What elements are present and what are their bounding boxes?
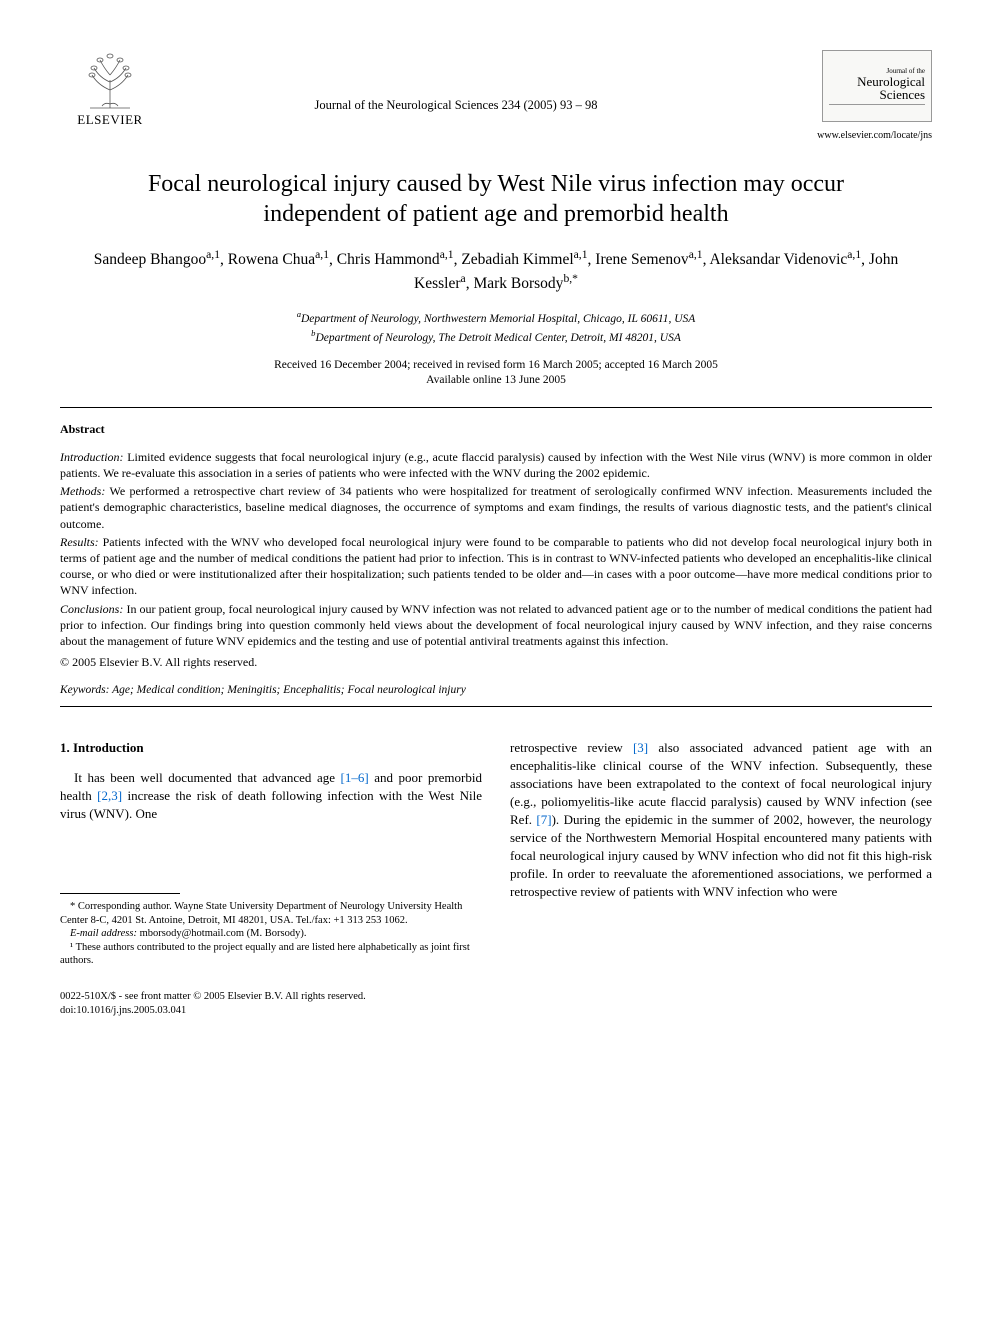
article-title: Focal neurological injury caused by West… <box>100 169 892 229</box>
journal-block: Journal of the Neurological Sciences www… <box>752 50 932 141</box>
abstract-conclusions: Conclusions: In our patient group, focal… <box>60 601 932 650</box>
abstract-copyright: © 2005 Elsevier B.V. All rights reserved… <box>60 655 932 670</box>
dates-line1: Received 16 December 2004; received in r… <box>60 358 932 374</box>
affiliation-b: bDepartment of Neurology, The Detroit Me… <box>60 328 932 346</box>
journal-name-line2: Sciences <box>880 88 925 101</box>
authors-list: Sandeep Bhangooa,1, Rowena Chuaa,1, Chri… <box>90 247 902 295</box>
rule-above-abstract <box>60 407 932 408</box>
intro-paragraph-col2: retrospective review [3] also associated… <box>510 739 932 900</box>
rule-below-keywords <box>60 706 932 707</box>
keywords: Keywords: Age; Medical condition; Mening… <box>60 684 932 696</box>
front-matter-line: 0022-510X/$ - see front matter © 2005 El… <box>60 990 482 1004</box>
affiliations: aDepartment of Neurology, Northwestern M… <box>60 309 932 346</box>
intro-paragraph-col1: It has been well documented that advance… <box>60 769 482 823</box>
affiliation-a: aDepartment of Neurology, Northwestern M… <box>60 309 932 327</box>
footnote-rule <box>60 893 180 894</box>
journal-cover-thumbnail: Journal of the Neurological Sciences <box>822 50 932 122</box>
page-footer: 0022-510X/$ - see front matter © 2005 El… <box>60 990 482 1017</box>
body-col2: retrospective review [3] also associated… <box>510 739 932 900</box>
abstract-heading: Abstract <box>60 422 932 437</box>
equal-contribution-footnote: ¹ These authors contributed to the proje… <box>60 941 482 968</box>
abstract-body: Introduction: Limited evidence suggests … <box>60 449 932 670</box>
journal-citation: Journal of the Neurological Sciences 234… <box>160 50 752 113</box>
publisher-logo-block: ELSEVIER <box>60 50 160 128</box>
elsevier-tree-icon <box>80 50 140 110</box>
body-two-column: 1. Introduction It has been well documen… <box>60 739 932 1017</box>
abstract-introduction: Introduction: Limited evidence suggests … <box>60 449 932 481</box>
dates-line2: Available online 13 June 2005 <box>60 373 932 389</box>
section-heading-introduction: 1. Introduction <box>60 739 482 757</box>
header: ELSEVIER Journal of the Neurological Sci… <box>60 50 932 141</box>
doi-line: doi:10.1016/j.jns.2005.03.041 <box>60 1004 482 1018</box>
journal-url[interactable]: www.elsevier.com/locate/jns <box>817 130 932 141</box>
article-dates: Received 16 December 2004; received in r… <box>60 358 932 389</box>
abstract-methods: Methods: We performed a retrospective ch… <box>60 483 932 532</box>
corresponding-author-footnote: * Corresponding author. Wayne State Univ… <box>60 900 482 927</box>
email-footnote: E-mail address: mborsody@hotmail.com (M.… <box>60 927 482 941</box>
publisher-name: ELSEVIER <box>77 112 142 128</box>
body-col1: 1. Introduction It has been well documen… <box>60 739 482 1017</box>
abstract-results: Results: Patients infected with the WNV … <box>60 534 932 599</box>
